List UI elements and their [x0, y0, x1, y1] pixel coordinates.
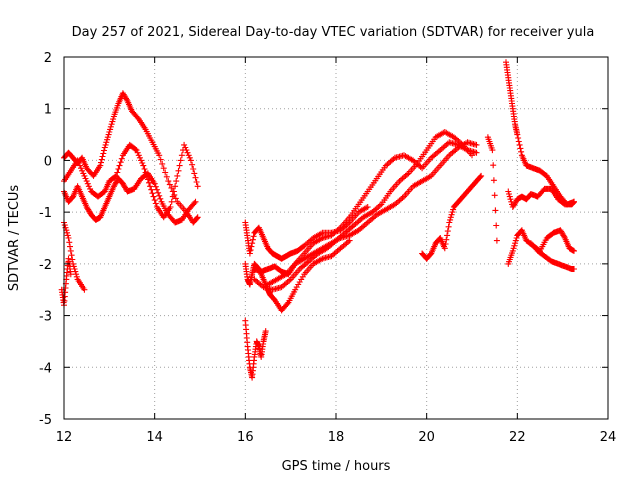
y-tick-label: -3	[39, 310, 52, 325]
series-track-q	[527, 240, 577, 272]
y-tick-label: -4	[39, 361, 52, 376]
plus-markers	[61, 141, 201, 221]
x-tick-label: 12	[56, 430, 73, 445]
chart-title: Day 257 of 2021, Sidereal Day-to-day VTE…	[72, 25, 595, 40]
plus-markers	[503, 59, 577, 208]
y-tick-label: -5	[39, 413, 52, 428]
y-tick-label: 1	[44, 103, 52, 118]
series-track-p	[505, 227, 577, 267]
plus-markers	[484, 134, 500, 244]
series-track-k	[265, 139, 480, 288]
x-tick-label: 16	[237, 430, 254, 445]
series-track-c	[61, 90, 201, 226]
x-tick-label: 20	[418, 430, 435, 445]
series-track-e	[61, 141, 201, 221]
y-tick-label: 2	[44, 51, 52, 66]
plus-markers	[265, 139, 480, 288]
series-track-n	[503, 59, 577, 208]
x-tick-label: 14	[146, 430, 163, 445]
series-track-a	[61, 219, 88, 293]
y-tick-label: -1	[39, 206, 52, 221]
plus-markers	[527, 240, 577, 272]
y-tick-label: -2	[39, 258, 52, 273]
x-tick-label: 22	[509, 430, 526, 445]
y-tick-label: 0	[44, 154, 52, 169]
series-track-h	[242, 317, 269, 381]
plus-markers	[419, 172, 485, 262]
x-axis-label: GPS time / hours	[282, 459, 391, 474]
series-track-f	[242, 204, 371, 262]
series-track-l	[419, 172, 485, 262]
series-track-g	[242, 237, 353, 314]
x-tick-label: 18	[328, 430, 345, 445]
plus-markers	[242, 237, 353, 314]
plus-markers	[505, 185, 577, 210]
plus-markers	[61, 90, 201, 226]
plus-markers	[242, 204, 371, 262]
data-marks	[58, 59, 577, 381]
x-tick-label: 24	[600, 430, 617, 445]
series-track-m	[484, 134, 500, 244]
plus-markers	[242, 317, 269, 381]
y-axis-label: SDTVAR / TECUs	[7, 185, 22, 292]
plus-markers	[61, 219, 88, 293]
plus-markers	[505, 227, 577, 267]
series-track-o	[505, 185, 577, 210]
